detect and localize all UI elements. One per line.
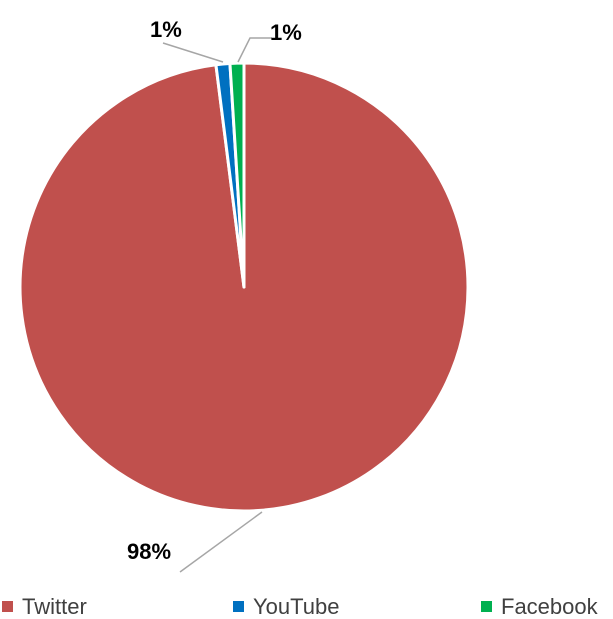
legend-label-facebook: Facebook	[501, 594, 599, 619]
legend-swatch-youtube	[233, 601, 244, 612]
legend-label-twitter: Twitter	[22, 594, 87, 619]
leader-line-youtube	[162, 42, 224, 63]
leader-lines	[162, 37, 272, 573]
leader-line-facebook	[237, 37, 272, 63]
pie-slices	[18, 61, 470, 513]
legend: Twitter YouTube Facebook	[2, 594, 599, 619]
data-labels: 98% 1% 1%	[127, 17, 302, 564]
legend-swatch-twitter	[2, 601, 13, 612]
data-label-facebook: 1%	[270, 20, 302, 45]
leader-line-twitter	[179, 511, 263, 573]
data-label-twitter: 98%	[127, 539, 171, 564]
pie-slice-facebook	[228, 61, 246, 289]
data-label-youtube: 1%	[150, 17, 182, 42]
legend-label-youtube: YouTube	[253, 594, 339, 619]
legend-swatch-facebook	[481, 601, 492, 612]
